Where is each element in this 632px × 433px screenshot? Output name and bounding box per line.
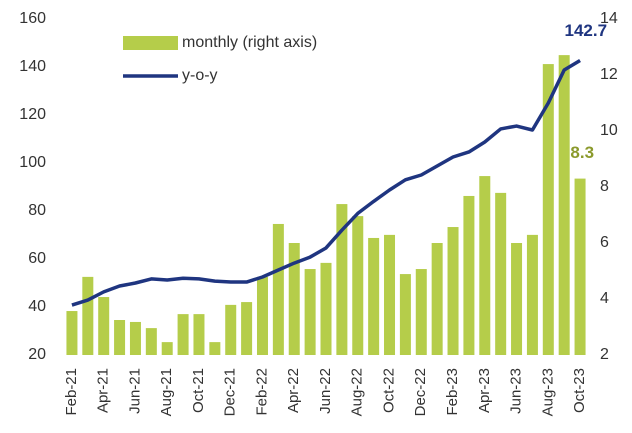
bar	[479, 176, 491, 355]
data-label: 8.3	[570, 143, 594, 162]
bar	[463, 195, 475, 355]
bar	[368, 237, 380, 355]
legend-label: monthly (right axis)	[182, 34, 317, 51]
bar	[511, 243, 523, 355]
y-tick-label: 60	[28, 250, 46, 267]
bar	[177, 314, 189, 355]
y-tick-label: 20	[28, 346, 46, 363]
y2-tick-label: 12	[600, 66, 618, 83]
x-tick-label: Apr-23	[476, 368, 493, 413]
bar	[542, 64, 554, 355]
x-tick-label: Feb-22	[253, 368, 270, 416]
x-tick-label: Oct-23	[571, 368, 588, 413]
bar	[114, 320, 126, 355]
bar	[415, 269, 427, 355]
y-tick-label: 140	[19, 58, 46, 75]
data-label: 142.7	[565, 21, 608, 40]
bar	[336, 204, 348, 355]
x-tick-label: Feb-21	[63, 368, 80, 416]
bar	[574, 178, 586, 355]
bar	[256, 276, 268, 355]
x-tick-label: Apr-21	[95, 368, 112, 413]
bar	[272, 223, 284, 355]
y2-tick-label: 10	[600, 122, 618, 139]
bar	[98, 297, 110, 355]
x-tick-label: Feb-23	[444, 368, 461, 416]
x-tick-label: Jun-22	[317, 368, 334, 414]
y2-tick-label: 8	[600, 178, 609, 195]
bar	[209, 342, 221, 355]
bar	[288, 243, 300, 355]
y2-tick-label: 6	[600, 234, 609, 251]
bar	[129, 321, 141, 355]
bar	[352, 216, 364, 355]
y2-tick-label: 2	[600, 346, 609, 363]
legend-label: y-o-y	[182, 67, 218, 84]
bar	[399, 274, 411, 355]
y-tick-label: 80	[28, 202, 46, 219]
bar	[384, 234, 396, 355]
x-tick-label: Oct-21	[190, 368, 207, 413]
bar	[558, 55, 570, 356]
y-tick-label: 40	[28, 298, 46, 315]
y-tick-label: 120	[19, 106, 46, 123]
bar	[161, 342, 173, 355]
bar	[145, 328, 157, 355]
bar	[431, 243, 443, 355]
y-tick-label: 100	[19, 154, 46, 171]
bar	[304, 269, 316, 355]
x-tick-label: Dec-22	[412, 368, 429, 416]
y-tick-label: 160	[19, 10, 46, 27]
x-tick-label: Aug-23	[539, 368, 556, 416]
bar	[320, 262, 332, 355]
bar	[526, 234, 538, 355]
bar	[495, 192, 507, 355]
bar	[225, 304, 237, 355]
x-tick-label: Dec-21	[222, 368, 239, 416]
bar	[82, 276, 94, 355]
y2-tick-label: 14	[600, 10, 618, 27]
bar	[66, 311, 78, 355]
line	[71, 59, 581, 307]
x-tick-label: Oct-22	[380, 368, 397, 413]
x-tick-label: Aug-22	[349, 368, 366, 416]
y2-tick-label: 4	[600, 290, 609, 307]
x-tick-label: Aug-21	[158, 368, 175, 416]
x-tick-label: Jun-21	[126, 368, 143, 414]
x-tick-label: Apr-22	[285, 368, 302, 413]
bar	[193, 314, 205, 355]
x-tick-label: Jun-23	[508, 368, 525, 414]
legend-swatch	[123, 36, 178, 50]
bar	[447, 227, 459, 355]
bar	[241, 302, 253, 355]
